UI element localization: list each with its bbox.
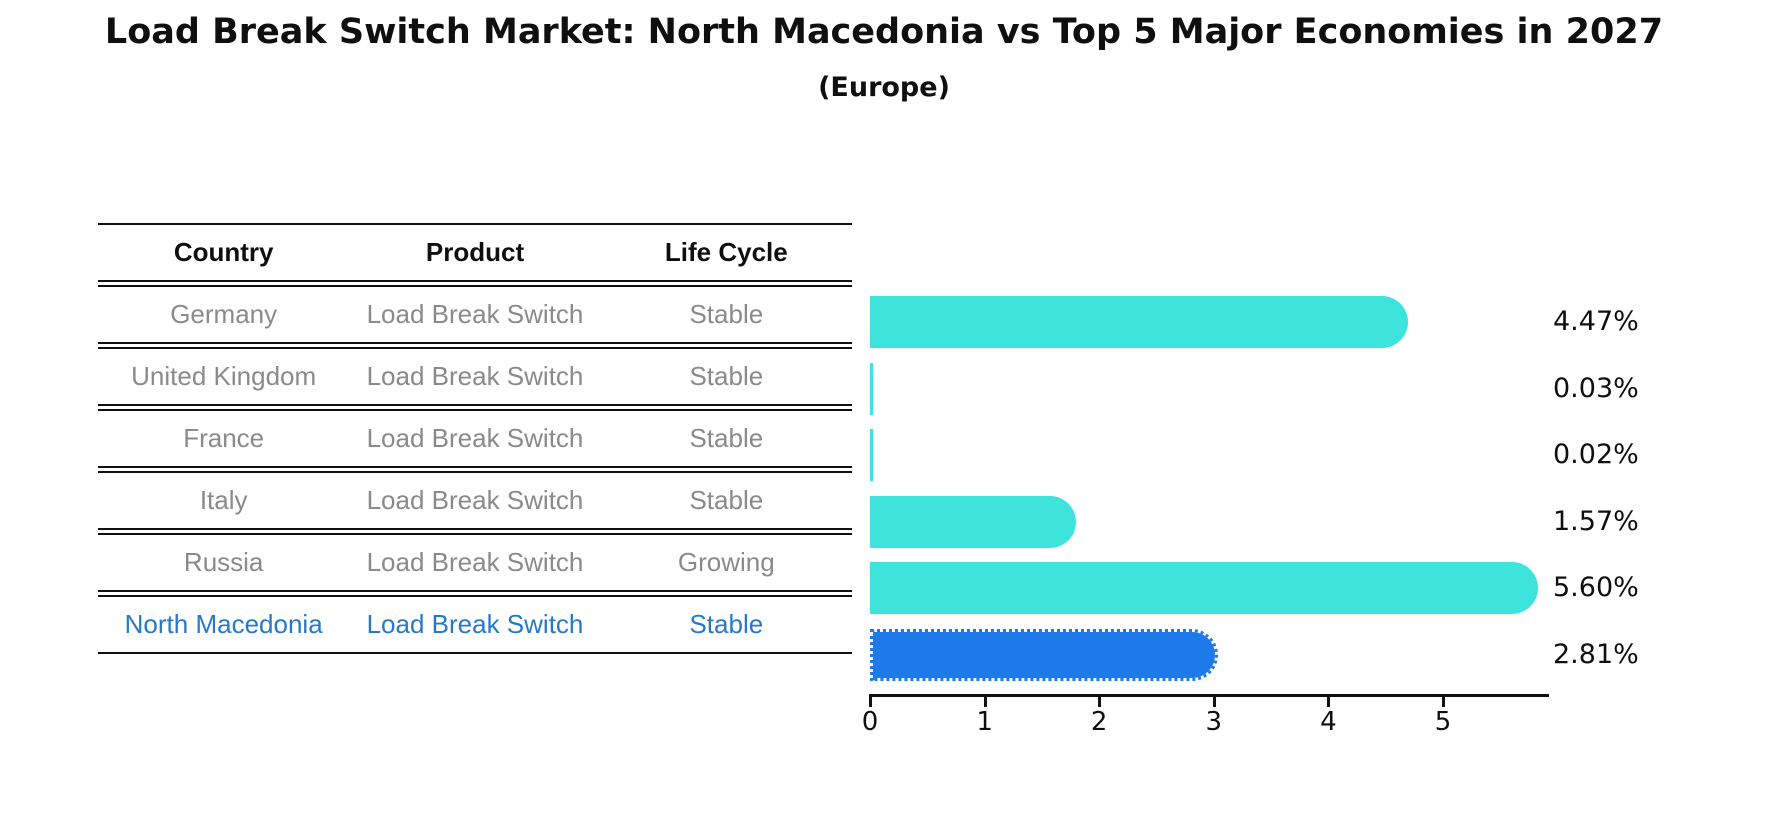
- cell-product: Load Break Switch: [349, 347, 601, 406]
- cell-lifecycle: Stable: [600, 471, 852, 530]
- value-label: 4.47%: [1553, 306, 1639, 337]
- cell-product: Load Break Switch: [349, 471, 601, 530]
- bar-united-kingdom: [870, 362, 874, 415]
- value-label: 5.60%: [1553, 572, 1639, 603]
- cell-country: United Kingdom: [98, 347, 350, 406]
- column-header-product: Product: [349, 223, 601, 282]
- bar-france: [870, 429, 873, 481]
- x-axis-line: [870, 694, 1549, 697]
- cell-country: North Macedonia: [98, 595, 350, 654]
- x-tick-label: 0: [861, 707, 879, 737]
- page-title: Load Break Switch Market: North Macedoni…: [104, 12, 1664, 52]
- table-row: Russia Load Break Switch Growing: [98, 533, 852, 592]
- x-tick-label: 4: [1320, 707, 1337, 737]
- cell-product: Load Break Switch: [349, 285, 601, 344]
- x-axis-tick: [1327, 694, 1331, 707]
- x-axis-tick: [1212, 694, 1216, 707]
- x-axis-tick: [869, 694, 872, 707]
- bar-germany: [870, 296, 1409, 348]
- table-row: Germany Load Break Switch Stable: [98, 285, 852, 344]
- cell-product: Load Break Switch: [349, 409, 601, 468]
- value-label: 0.03%: [1553, 372, 1639, 404]
- bar-russia: [870, 562, 1538, 614]
- cell-lifecycle: Stable: [600, 285, 852, 344]
- x-axis-tick: [983, 694, 987, 707]
- bar-italy: [870, 495, 1076, 548]
- value-label: 0.02%: [1553, 439, 1639, 470]
- cell-lifecycle: Stable: [600, 595, 852, 654]
- cell-country: Italy: [98, 471, 350, 530]
- bar-north-macedonia: [870, 628, 1219, 681]
- column-header-lifecycle: Life Cycle: [600, 223, 852, 282]
- cell-product: Load Break Switch: [349, 533, 601, 592]
- x-tick-label: 2: [1090, 707, 1108, 737]
- table-row: United Kingdom Load Break Switch Stable: [98, 347, 852, 406]
- value-label: 1.57%: [1553, 505, 1639, 537]
- x-axis-tick: [1442, 694, 1445, 707]
- cell-country: France: [98, 409, 350, 468]
- page-subtitle: (Europe): [818, 72, 950, 103]
- cell-lifecycle: Stable: [600, 347, 852, 406]
- x-tick-label: 1: [976, 707, 993, 737]
- cell-lifecycle: Stable: [600, 409, 852, 468]
- column-header-country: Country: [98, 223, 350, 282]
- table-row: France Load Break Switch Stable: [98, 409, 852, 468]
- table-header-row: Country Product Life Cycle: [98, 223, 852, 282]
- value-label: 2.81%: [1553, 638, 1639, 670]
- x-axis-tick: [1098, 694, 1102, 707]
- x-tick-label: 5: [1434, 707, 1452, 737]
- country-table: Country Product Life Cycle Germany Load …: [98, 220, 852, 657]
- cell-country: Germany: [98, 285, 350, 344]
- table-row-highlight: North Macedonia Load Break Switch Stable: [98, 595, 852, 654]
- x-tick-label: 3: [1205, 707, 1223, 737]
- cell-country: Russia: [98, 533, 350, 592]
- cell-lifecycle: Growing: [600, 533, 852, 592]
- table-row: Italy Load Break Switch Stable: [98, 471, 852, 530]
- cell-product: Load Break Switch: [349, 595, 601, 654]
